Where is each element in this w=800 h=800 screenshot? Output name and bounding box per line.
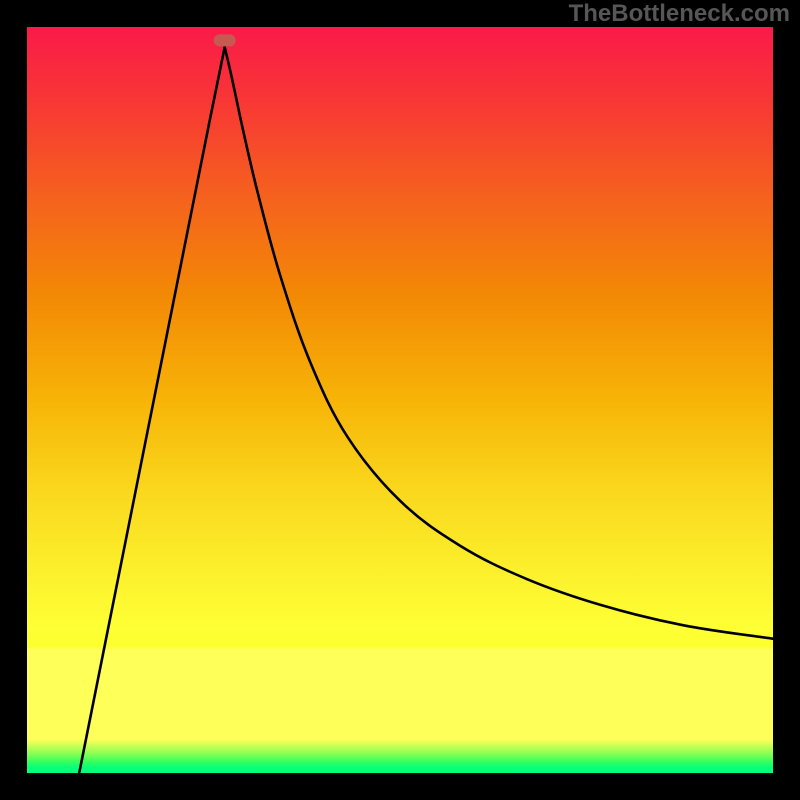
chart-background [27, 27, 773, 773]
vertex-marker [214, 34, 236, 46]
chart-svg [27, 27, 773, 773]
plot-area [27, 27, 773, 773]
watermark-text: TheBottleneck.com [569, 0, 790, 28]
figure-root: TheBottleneck.com [0, 0, 800, 800]
